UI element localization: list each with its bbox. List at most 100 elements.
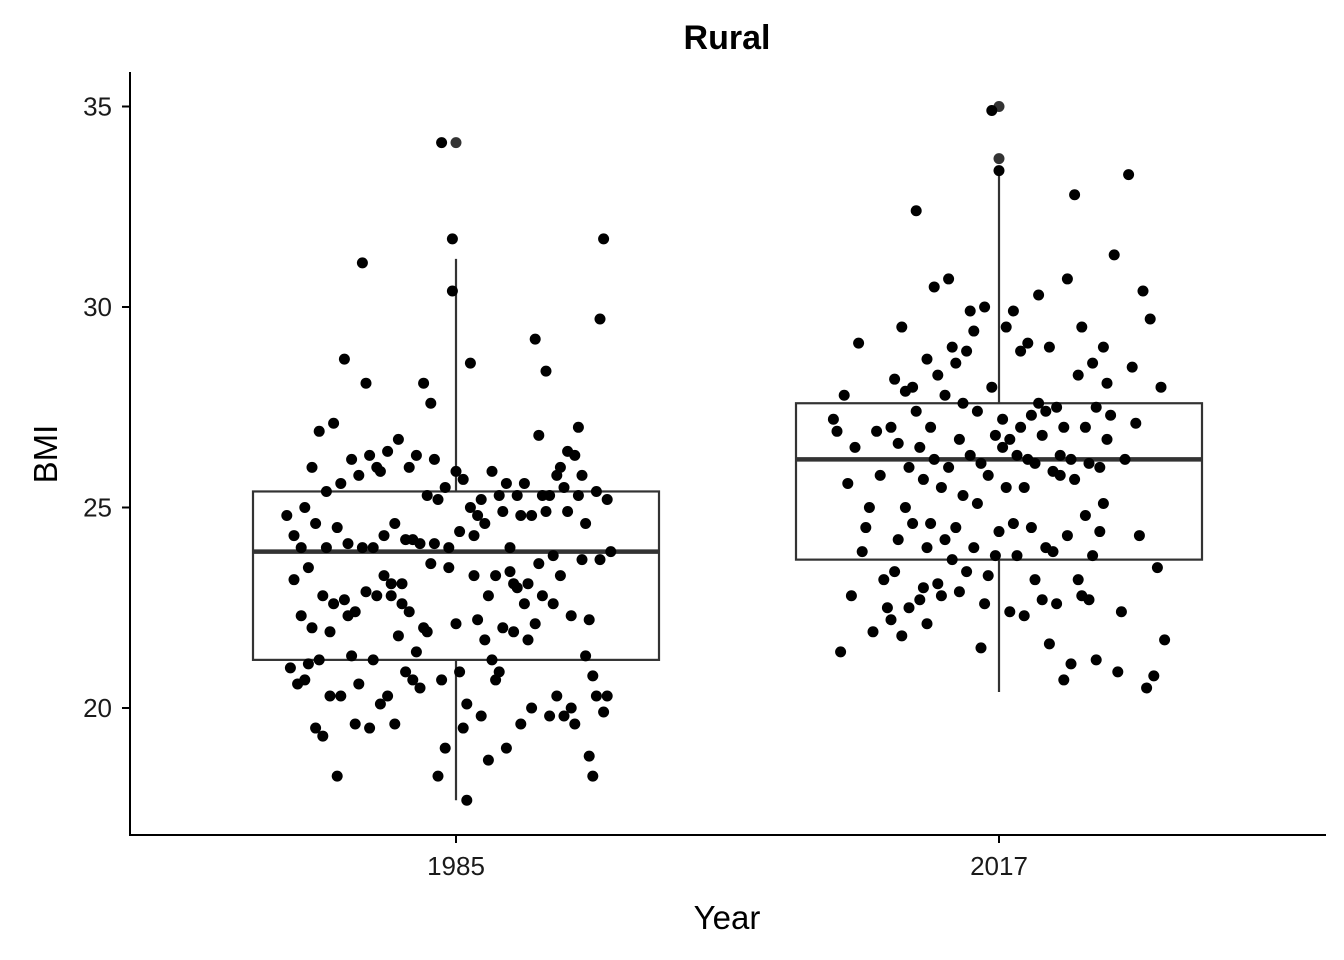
data-point xyxy=(346,650,358,662)
y-axis-ticks: 20 25 30 35 xyxy=(83,92,130,723)
data-point xyxy=(554,461,566,473)
data-point xyxy=(497,622,509,634)
data-point xyxy=(587,770,599,782)
data-point xyxy=(1148,670,1160,682)
data-point xyxy=(547,598,559,610)
data-point xyxy=(853,337,865,349)
data-point xyxy=(946,554,958,566)
data-point xyxy=(957,489,969,501)
data-point xyxy=(1061,273,1073,285)
data-point xyxy=(935,590,947,602)
box-1985 xyxy=(251,137,661,801)
data-point xyxy=(594,554,606,566)
data-point xyxy=(518,477,530,489)
data-point xyxy=(1115,606,1127,618)
data-point xyxy=(533,429,545,441)
data-point xyxy=(950,357,962,369)
data-point xyxy=(1105,409,1117,421)
data-point xyxy=(849,441,861,453)
data-point xyxy=(328,417,340,429)
data-point xyxy=(295,542,307,554)
data-point xyxy=(580,650,592,662)
data-point xyxy=(925,421,937,433)
data-point xyxy=(838,389,850,401)
box-2017 xyxy=(794,101,1204,692)
data-point xyxy=(950,522,962,534)
data-point xyxy=(461,698,473,710)
data-point xyxy=(580,518,592,530)
data-point xyxy=(979,301,991,313)
data-point xyxy=(932,578,944,590)
data-point xyxy=(310,518,322,530)
data-point xyxy=(921,542,933,554)
data-point xyxy=(346,453,358,465)
data-point xyxy=(371,590,383,602)
data-point xyxy=(1054,469,1066,481)
data-point xyxy=(1025,409,1037,421)
data-point xyxy=(1097,341,1109,353)
data-point xyxy=(899,502,911,513)
data-point xyxy=(486,654,498,666)
data-point xyxy=(845,590,857,602)
data-point xyxy=(544,489,556,501)
data-point xyxy=(482,754,494,766)
data-point xyxy=(396,598,408,610)
data-point xyxy=(349,606,361,618)
data-point xyxy=(989,550,1001,562)
data-point xyxy=(892,534,904,546)
data-point xyxy=(1043,638,1055,650)
data-point xyxy=(281,510,293,522)
data-point xyxy=(903,461,915,473)
data-point xyxy=(421,489,433,501)
data-point xyxy=(889,373,901,385)
data-point xyxy=(1133,530,1145,542)
data-point xyxy=(896,630,908,642)
data-point xyxy=(533,558,545,570)
data-point xyxy=(554,570,566,582)
data-point xyxy=(1036,429,1048,441)
data-point xyxy=(583,750,595,762)
data-point xyxy=(871,425,883,437)
data-point xyxy=(1141,682,1153,694)
data-point xyxy=(939,534,951,546)
data-point xyxy=(1072,574,1084,586)
y-axis-title: BMI xyxy=(27,425,64,484)
data-point xyxy=(1040,405,1052,417)
data-point xyxy=(446,233,458,245)
data-point xyxy=(457,473,469,485)
data-point xyxy=(1011,550,1023,562)
data-point xyxy=(356,542,368,554)
data-point xyxy=(1083,594,1095,606)
data-point xyxy=(454,526,466,538)
data-point xyxy=(907,381,919,393)
data-point xyxy=(1018,481,1030,493)
data-point xyxy=(993,165,1005,177)
data-point xyxy=(1058,421,1070,433)
data-point xyxy=(986,105,998,117)
data-point xyxy=(587,670,599,682)
data-point xyxy=(320,485,332,497)
data-point xyxy=(939,389,951,401)
data-point xyxy=(468,570,480,582)
outlier-point xyxy=(993,153,1005,165)
data-point xyxy=(953,586,965,598)
data-point xyxy=(353,678,365,690)
data-point xyxy=(382,690,394,702)
data-point xyxy=(1079,421,1091,433)
data-point xyxy=(925,518,937,530)
data-point xyxy=(598,233,610,245)
data-point xyxy=(964,449,976,461)
data-point xyxy=(1087,357,1099,369)
data-point xyxy=(935,481,947,493)
data-point xyxy=(1101,377,1113,389)
data-point xyxy=(874,469,886,481)
points-1985 xyxy=(281,137,617,806)
data-point xyxy=(482,590,494,602)
plot-area xyxy=(251,101,1204,806)
data-point xyxy=(493,666,505,678)
data-point xyxy=(943,461,955,473)
data-point xyxy=(464,357,476,369)
data-point xyxy=(428,538,440,550)
data-point xyxy=(518,598,530,610)
x-tick-label: 2017 xyxy=(970,851,1028,881)
